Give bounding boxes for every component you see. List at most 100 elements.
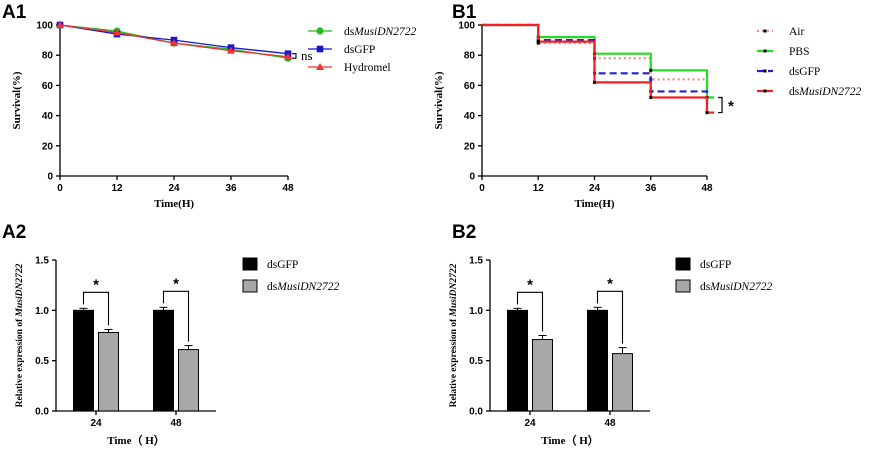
legend-entry-B2: dsGFP <box>700 259 731 271</box>
legend-marker-B1 <box>763 69 767 73</box>
data-point-A1 <box>170 39 178 47</box>
x-tick-label-B2: 24 <box>524 418 536 429</box>
legend-marker-A1 <box>316 63 324 70</box>
bar-A2 <box>153 309 174 412</box>
data-point-A1 <box>113 28 121 36</box>
y-tick-label-A2: 1.5 <box>35 256 49 267</box>
x-tick-label-A1: 24 <box>168 183 180 194</box>
censor-mark-B1 <box>536 41 540 45</box>
y-tick-label-B1: 20 <box>464 141 476 152</box>
bar-A2 <box>73 309 94 412</box>
x-axis-title-B2: Time（ H） <box>541 434 599 447</box>
legend-entry-B1: dsMusiDN2722 <box>789 86 861 98</box>
bar-B2 <box>612 353 633 412</box>
data-point-A1 <box>284 52 292 60</box>
data-point-A1 <box>56 21 64 28</box>
legend-entry-B1: PBS <box>789 46 809 58</box>
y-tick-label-A2: 0.5 <box>35 356 49 367</box>
significance-label-B2: * <box>527 276 533 293</box>
significance-label-A1: ns <box>301 48 313 63</box>
x-tick-label-B2: 48 <box>604 418 616 429</box>
y-tick-label-B1: 80 <box>464 51 476 62</box>
legend-entry-B2: dsMusiDN2722 <box>700 281 772 293</box>
bar-B2 <box>587 309 608 412</box>
legend-swatch-B2 <box>675 257 691 271</box>
legend-entry-A1: dsGFP <box>344 44 375 56</box>
legend-entry-A1: Hydromel <box>344 62 391 74</box>
y-tick-label-A2: 1.0 <box>35 306 49 317</box>
survival-curve-B1 <box>482 23 715 99</box>
significance-bracket-B1 <box>718 96 723 114</box>
x-tick-label-B1: 24 <box>589 183 601 194</box>
legend-swatch-B2 <box>675 279 691 293</box>
legend-marker-A1 <box>316 27 324 35</box>
legend-entry-B1: dsGFP <box>789 66 820 78</box>
panel-label-A2: A2 <box>2 222 26 243</box>
censor-mark-B1 <box>593 80 596 84</box>
legend-marker-B1 <box>763 89 767 93</box>
y-axis-title-B2: Relative expression of MusiDN2722 <box>449 263 459 407</box>
legend-marker-A1 <box>316 45 324 53</box>
survival-curve-B1 <box>482 23 715 114</box>
y-tick-label-A1: 40 <box>42 111 54 122</box>
y-tick-label-B1: 60 <box>464 81 476 92</box>
x-tick-label-B1: 12 <box>533 183 545 194</box>
panel-label-B1: B1 <box>452 2 477 23</box>
significance-bracket-A2 <box>162 290 190 342</box>
y-tick-label-B1: 100 <box>458 21 475 32</box>
legend-entry-A1: dsMusiDN2722 <box>344 26 416 38</box>
legend-swatch-A2 <box>242 257 258 271</box>
significance-bracket-B2 <box>516 291 544 332</box>
bar-B2 <box>507 309 528 412</box>
y-axis-title-B1: Survival(%) <box>433 71 445 129</box>
y-tick-label-A1: 0 <box>47 172 53 183</box>
x-axis-title-A1: Time(H) <box>154 198 194 210</box>
x-tick-label-A1: 48 <box>282 183 294 194</box>
censor-mark-B1 <box>705 111 709 115</box>
x-axis-title-A2: Time（ H） <box>107 434 165 447</box>
significance-label-B2: * <box>607 275 613 292</box>
survival-curve-B1 <box>482 23 715 99</box>
legend-marker-B1 <box>763 49 767 53</box>
legend-marker-B1 <box>763 29 767 33</box>
significance-label-A2: * <box>173 275 179 292</box>
significance-bracket-A2 <box>82 291 110 326</box>
significance-label-B1: * <box>728 98 734 115</box>
y-tick-label-B2: 0.5 <box>469 356 483 367</box>
legend-entry-A2: dsGFP <box>267 259 298 271</box>
y-tick-label-A2: 0.0 <box>35 407 49 418</box>
x-tick-label-A1: 0 <box>57 183 63 194</box>
legend-entry-A2: dsMusiDN2722 <box>267 281 339 293</box>
data-point-A1 <box>227 46 235 54</box>
x-tick-label-A2: 24 <box>90 418 102 429</box>
y-tick-label-A1: 80 <box>42 51 54 62</box>
bar-A2 <box>98 331 119 412</box>
y-tick-label-A1: 20 <box>42 141 54 152</box>
significance-bracket-A1 <box>292 53 297 59</box>
censor-mark-B1 <box>536 40 540 44</box>
x-tick-label-B1: 48 <box>701 183 713 194</box>
x-tick-label-B1: 0 <box>479 183 485 194</box>
bar-B2 <box>532 339 553 412</box>
x-tick-label-A1: 12 <box>111 183 123 194</box>
x-tick-label-B1: 36 <box>645 183 657 194</box>
panel-label-A1: A1 <box>2 2 27 23</box>
survival-curve-B1 <box>482 23 715 114</box>
censor-mark-B1 <box>649 95 653 99</box>
y-tick-label-A1: 60 <box>42 81 54 92</box>
panel-label-B2: B2 <box>452 222 476 243</box>
significance-label-A2: * <box>93 276 99 293</box>
x-tick-label-A1: 36 <box>225 183 237 194</box>
y-tick-label-B2: 1.5 <box>469 256 483 267</box>
y-axis-title-A2: Relative expression of MusiDN2722 <box>15 263 25 407</box>
bar-A2 <box>178 349 199 412</box>
y-tick-label-B1: 0 <box>469 172 475 183</box>
y-tick-label-B1: 40 <box>464 111 476 122</box>
y-axis-title-A1: Survival(%) <box>11 71 23 129</box>
x-tick-label-A2: 48 <box>170 418 182 429</box>
significance-bracket-B2 <box>596 290 624 344</box>
y-tick-label-B2: 1.0 <box>469 306 483 317</box>
y-tick-label-A1: 100 <box>36 21 53 32</box>
y-tick-label-B2: 0.0 <box>469 407 483 418</box>
